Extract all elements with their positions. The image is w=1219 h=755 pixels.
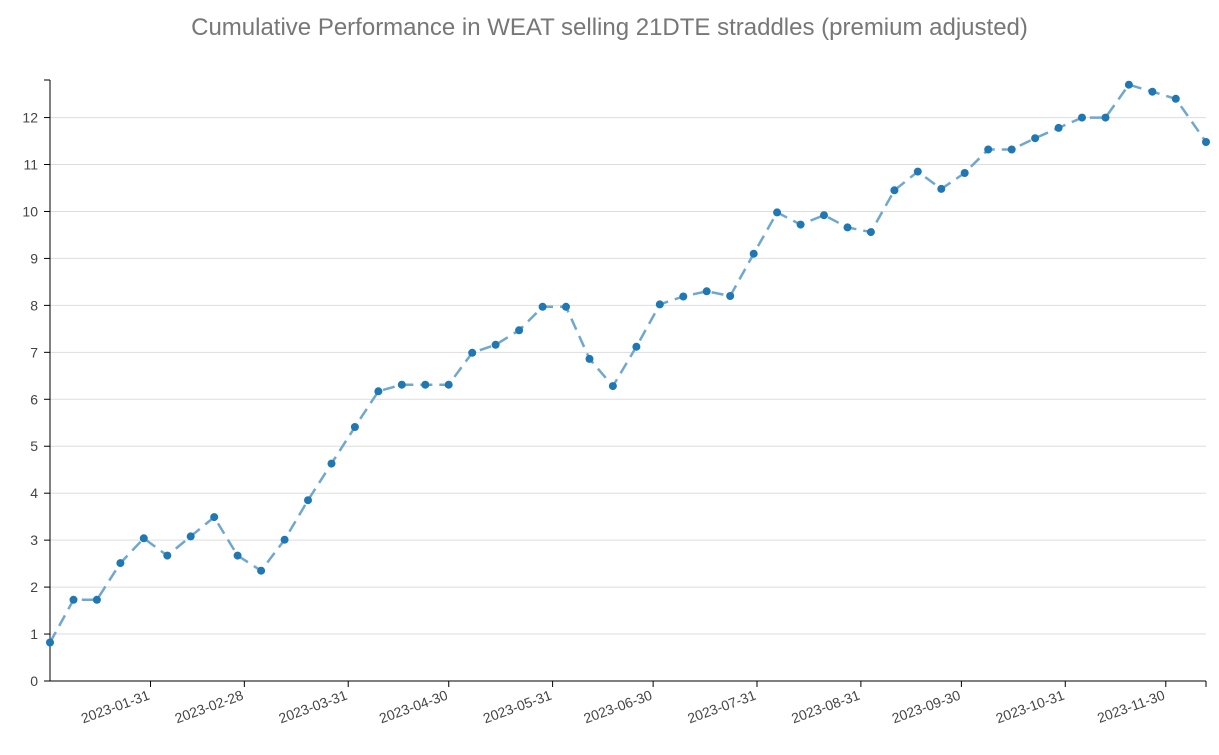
data-point[interactable] <box>139 534 148 543</box>
data-point[interactable] <box>1124 80 1133 89</box>
data-point[interactable] <box>1148 87 1157 96</box>
y-tick-label: 6 <box>30 391 38 407</box>
data-point[interactable] <box>796 220 805 229</box>
data-point[interactable] <box>608 382 617 391</box>
data-point[interactable] <box>374 387 383 396</box>
series-line <box>48 83 1208 644</box>
y-tick-label: 3 <box>30 532 38 548</box>
data-point[interactable] <box>280 535 289 544</box>
chart-title: Cumulative Performance in WEAT selling 2… <box>191 14 1028 41</box>
data-point[interactable] <box>773 208 782 217</box>
data-point[interactable] <box>304 496 312 505</box>
data-point[interactable] <box>163 551 172 560</box>
data-point[interactable] <box>538 302 547 311</box>
data-point[interactable] <box>890 186 899 195</box>
data-point[interactable] <box>937 184 946 193</box>
y-tick-label: 2 <box>30 579 38 595</box>
data-point[interactable] <box>444 380 453 389</box>
data-point[interactable] <box>421 380 430 389</box>
data-point[interactable] <box>69 595 78 604</box>
data-point[interactable] <box>350 423 359 431</box>
data-point[interactable] <box>913 167 922 176</box>
x-tick-label: 2023-10-31 <box>994 687 1067 727</box>
x-tick-label: 2023-11-30 <box>1095 687 1167 726</box>
series-layer <box>46 80 1210 647</box>
y-tick-label: 8 <box>30 297 38 313</box>
data-point[interactable] <box>679 292 688 301</box>
data-point[interactable] <box>1101 113 1110 122</box>
data-point[interactable] <box>726 292 735 300</box>
data-point[interactable] <box>1031 134 1040 143</box>
y-tick-label: 1 <box>30 626 38 642</box>
data-point[interactable] <box>866 228 875 237</box>
data-point[interactable] <box>327 459 336 468</box>
data-point[interactable] <box>749 249 758 258</box>
data-point[interactable] <box>257 566 266 575</box>
y-tick-label: 0 <box>30 673 38 689</box>
data-point[interactable] <box>116 559 125 568</box>
data-point[interactable] <box>1054 123 1063 132</box>
data-point[interactable] <box>655 300 664 309</box>
x-tick-label: 2023-05-31 <box>481 687 554 727</box>
y-tick-label: 5 <box>30 438 38 454</box>
x-tick-label: 2023-08-31 <box>789 687 862 727</box>
x-tick-label: 2023-03-31 <box>276 687 349 727</box>
data-point[interactable] <box>397 380 406 389</box>
data-point[interactable] <box>210 513 219 522</box>
x-tick-label: 2023-02-28 <box>173 687 246 727</box>
data-point[interactable] <box>820 211 828 220</box>
data-point[interactable] <box>960 169 969 177</box>
y-tick-label: 9 <box>30 250 38 266</box>
y-tick-label: 11 <box>23 157 38 173</box>
y-tick-label: 10 <box>22 203 38 219</box>
data-point[interactable] <box>843 223 852 232</box>
data-point[interactable] <box>984 145 993 154</box>
y-tick-label: 12 <box>22 110 38 126</box>
x-tick-label: 2023-01-31 <box>79 687 152 727</box>
y-tick-label: 7 <box>30 344 38 360</box>
data-point[interactable] <box>491 340 500 349</box>
data-point[interactable] <box>46 638 54 647</box>
data-point[interactable] <box>1078 113 1086 122</box>
data-point[interactable] <box>1202 138 1210 146</box>
data-point[interactable] <box>585 354 594 363</box>
x-tick-label: 2023-07-31 <box>685 687 758 727</box>
x-tick-label: 2023-06-30 <box>581 687 654 727</box>
data-point[interactable] <box>562 302 570 311</box>
data-point[interactable] <box>92 595 101 604</box>
x-tick-label: 2023-04-30 <box>377 687 450 727</box>
grid-lines <box>50 117 1206 635</box>
data-point[interactable] <box>1007 145 1016 154</box>
x-tick-label: 2023-09-30 <box>890 687 963 727</box>
data-point[interactable] <box>233 551 242 560</box>
data-point[interactable] <box>186 532 195 541</box>
y-tick-label: 4 <box>30 485 38 501</box>
data-point[interactable] <box>702 287 711 296</box>
data-point[interactable] <box>515 326 524 335</box>
data-point[interactable] <box>632 342 641 351</box>
data-point[interactable] <box>468 348 477 357</box>
data-point[interactable] <box>1171 94 1180 103</box>
